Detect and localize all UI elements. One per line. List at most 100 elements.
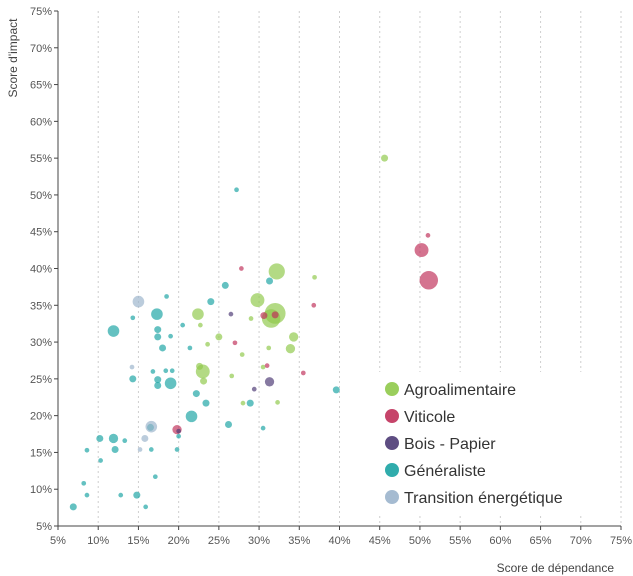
data-point-agroalimentaire [192,308,204,320]
data-point-g-n-raliste [118,492,124,498]
data-point-g-n-raliste [260,425,266,431]
legend-label: Transition énergétique [404,490,563,507]
y-tick-label: 65% [30,80,52,92]
y-tick-labels: 5% 10% 15% 20% 25% 30% 35% 40% 45% 50% 55% 60% 65% 70… [30,6,52,533]
data-point-transition-nerg-tique [145,420,158,433]
x-tick-label: 70% [570,535,592,547]
data-point-bois-papier [176,428,181,434]
y-tick-label: 45% [30,227,52,239]
data-point-viticole [425,233,431,238]
data-point-g-n-raliste [154,376,162,384]
data-point-g-n-raliste [163,368,169,374]
data-point-g-n-raliste [159,344,167,352]
legend-swatch [385,436,399,450]
legend-label: Généraliste [404,463,486,480]
x-tick-label: 20% [168,535,190,547]
data-point-g-n-raliste [129,375,137,383]
x-tick-label: 25% [208,535,230,547]
data-point-agroalimentaire [260,364,266,370]
data-point-transition-nerg-tique [141,434,149,442]
data-point-g-n-raliste [234,187,239,193]
x-tick-label: 55% [449,535,471,547]
data-point-g-n-raliste [187,345,193,351]
data-point-viticole [264,363,270,368]
data-point-g-n-raliste [148,447,154,452]
y-tick-label: 10% [30,484,52,496]
data-point-agroalimentaire [275,400,280,405]
data-point-agroalimentaire [312,274,317,280]
y-tick-label: 55% [30,153,52,165]
x-tick-label: 10% [87,535,109,547]
data-point-g-n-raliste [154,326,162,334]
data-points [69,154,439,511]
data-point-g-n-raliste [154,333,162,341]
y-tick-label: 40% [30,264,52,276]
data-point-agroalimentaire [196,362,204,370]
data-point-viticole [300,370,306,376]
data-point-viticole [419,271,439,290]
data-point-g-n-raliste [221,281,229,289]
y-tick-label: 50% [30,190,52,202]
data-point-viticole [232,340,238,346]
data-point-g-n-raliste [174,447,180,452]
data-point-agroalimentaire [200,377,208,385]
legend-background [372,372,612,516]
x-tick-labels: 5% 10% 15% 20% 25% 30% 35% 40% 45% 50% 55% 60% 65% 70… [50,535,632,547]
x-tick-label: 75% [610,535,632,547]
legend-swatch [385,409,399,423]
data-point-viticole [271,311,279,319]
data-point-g-n-raliste [96,434,104,442]
data-point-transition-nerg-tique [137,447,143,452]
data-point-viticole [414,243,429,258]
data-point-g-n-raliste [122,438,128,444]
y-tick-label: 15% [30,447,52,459]
data-point-viticole [239,266,244,271]
data-point-g-n-raliste [133,491,141,499]
x-tick-label: 50% [409,535,431,547]
data-point-g-n-raliste [185,410,198,423]
data-point-agroalimentaire [285,344,296,354]
data-point-bois-papier [228,311,234,317]
data-point-g-n-raliste [246,399,254,407]
data-point-agroalimentaire [250,293,265,308]
data-point-g-n-raliste [266,277,274,285]
x-tick-label: 30% [248,535,270,547]
data-point-g-n-raliste [107,325,120,337]
data-point-bois-papier [264,377,275,387]
data-point-agroalimentaire [248,316,254,321]
data-point-agroalimentaire [205,341,210,347]
data-point-g-n-raliste [152,474,158,480]
data-point-bois-papier [251,386,257,392]
data-point-viticole [260,312,268,320]
legend-swatch [385,463,399,477]
x-tick-label: 60% [489,535,511,547]
y-tick-label: 25% [30,374,52,386]
data-point-g-n-raliste [143,504,149,510]
data-point-g-n-raliste [130,315,136,321]
legend-swatch [385,490,399,504]
data-point-agroalimentaire [215,333,223,341]
data-point-g-n-raliste [225,420,233,428]
data-point-agroalimentaire [266,345,272,351]
legend: Agroalimentaire Viticole Bois - Papier Géné… [372,372,612,516]
data-point-agroalimentaire [289,332,299,342]
x-tick-label: 65% [530,535,552,547]
data-point-g-n-raliste [164,294,169,299]
x-tick-label: 35% [288,535,310,547]
legend-label: Bois - Papier [404,436,496,453]
data-point-g-n-raliste [81,480,87,486]
data-point-transition-nerg-tique [132,295,145,308]
data-point-g-n-raliste [108,433,119,444]
data-point-agroalimentaire [239,352,245,357]
data-point-g-n-raliste [151,308,163,320]
data-point-g-n-raliste [176,433,181,439]
data-point-g-n-raliste [150,369,156,374]
x-tick-label: 45% [369,535,391,547]
x-tick-label: 15% [127,535,149,547]
data-point-g-n-raliste [207,298,215,306]
data-point-g-n-raliste [180,322,186,328]
data-point-g-n-raliste [169,368,175,374]
y-tick-label: 30% [30,337,52,349]
axes [54,10,622,530]
